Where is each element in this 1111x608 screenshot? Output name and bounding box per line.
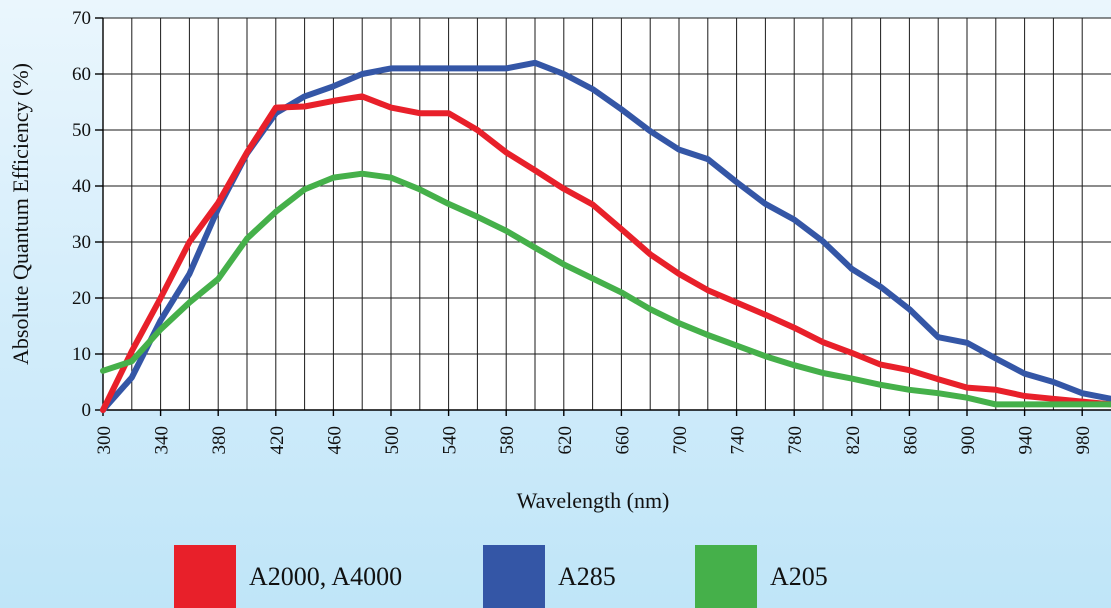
x-tick-label: 580 xyxy=(497,426,518,455)
series-line-a205 xyxy=(100,170,1111,408)
x-tick-label: 980 xyxy=(1073,426,1094,455)
legend-label: A2000, A4000 xyxy=(249,561,403,591)
legend-item-a285: A285 xyxy=(483,545,616,608)
x-tick-label: 700 xyxy=(670,426,691,455)
series-line-a2000-a4000 xyxy=(100,93,1111,413)
x-tick-label: 860 xyxy=(900,426,921,455)
y-tick-label: 50 xyxy=(72,120,91,141)
y-tick-label: 30 xyxy=(72,232,91,253)
x-tick-label: 740 xyxy=(728,426,749,455)
legend-swatch-green xyxy=(695,545,757,608)
x-tick-label: 500 xyxy=(382,426,403,455)
x-tick-label: 660 xyxy=(612,426,633,455)
plot-area: 0 10 20 30 40 50 60 70 300 340 380 420 460 500 540 580 6… xyxy=(8,8,1111,513)
legend-item-a2000-a4000: A2000, A4000 xyxy=(174,545,402,608)
x-tick-label: 340 xyxy=(152,426,173,455)
y-tick-label: 40 xyxy=(72,176,91,197)
x-tick-label: 620 xyxy=(555,426,576,455)
legend-label: A285 xyxy=(558,561,616,591)
x-tick-label: 940 xyxy=(1016,426,1037,455)
x-tick-label: 540 xyxy=(440,426,461,455)
legend-label: A205 xyxy=(770,561,828,591)
x-tick-label: 900 xyxy=(958,426,979,455)
legend-swatch-red xyxy=(174,545,236,608)
legend-item-a205: A205 xyxy=(695,545,828,608)
x-tick-label: 780 xyxy=(785,426,806,455)
x-tick-label: 820 xyxy=(843,426,864,455)
x-tick-label: 420 xyxy=(267,426,288,455)
legend-swatch-blue xyxy=(483,545,545,608)
legend: A2000, A4000 A285 A205 xyxy=(0,545,1111,608)
y-tick-label: 70 xyxy=(72,8,91,29)
y-tick-label: 60 xyxy=(72,64,91,85)
y-tick-label: 0 xyxy=(82,400,92,421)
x-axis-title: Wavelength (nm) xyxy=(517,488,670,513)
x-tick-label: 300 xyxy=(94,426,115,455)
y-tick-label: 20 xyxy=(72,288,91,309)
x-tick-label: 460 xyxy=(324,426,345,455)
y-tick-label: 10 xyxy=(72,344,91,365)
y-axis-title: Absolute Quantum Efficiency (%) xyxy=(8,63,33,365)
x-tick-label: 380 xyxy=(209,426,230,455)
